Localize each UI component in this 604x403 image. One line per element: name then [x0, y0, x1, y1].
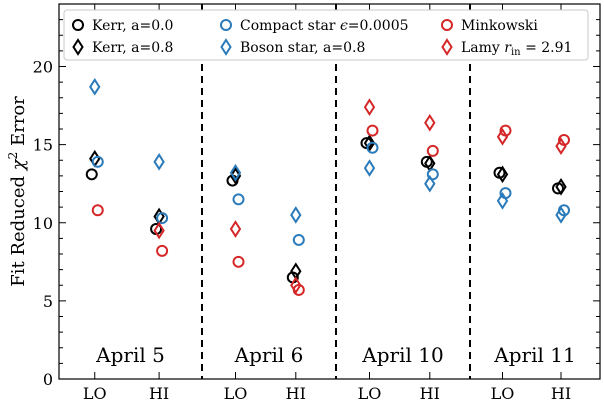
point-compact-star-april-6-hi	[292, 233, 305, 246]
data-points	[85, 77, 570, 296]
legend-label-lamy-prefix: Lamy	[461, 40, 504, 56]
y-tick-label-5: 5	[43, 292, 53, 311]
legend-label-compact-star-prefix: Compact star	[240, 18, 340, 34]
point-lamy-in-april-6-lo	[229, 220, 242, 238]
point-lamy-in-april-10-hi	[424, 113, 436, 132]
x-tick-label-april-6-lo: LO	[224, 384, 248, 403]
point-boson-star-a-0-8-april-10-hi	[424, 174, 436, 193]
point-lamy-in-april-10-lo	[363, 98, 376, 116]
panel-labels: April 5 April 6 April 10 April 11	[95, 343, 576, 367]
x-tick-label-april-11-lo: LO	[491, 384, 515, 403]
point-kerr-a-0-8-april-10-lo	[363, 134, 376, 152]
plot-frame	[58, 3, 601, 380]
point-boson-star-a-0-8-april-11-lo	[496, 192, 509, 210]
point-boson-star-a-0-8-april-5-lo	[89, 77, 101, 96]
point-compact-star-april-10-hi	[426, 168, 439, 181]
point-boson-star-a-0-8-april-11-hi	[555, 206, 567, 224]
y-axis-label: Fit Reduced χ2 Error	[6, 96, 29, 287]
point-kerr-a-0-8-april-11-hi	[555, 177, 567, 196]
legend-label-boson-star: Boson star, a=0.8	[240, 40, 365, 56]
legend-marker-boson-star-a-0-8	[220, 38, 232, 56]
legend: Kerr, a=0.0 Kerr, a=0.8 Compact star ϵ=0…	[63, 9, 589, 61]
y-tick-label-10: 10	[33, 214, 53, 233]
legend-marker-kerr-a-0-0	[72, 19, 84, 31]
point-lamy-in-april-11-hi	[555, 137, 567, 156]
x-tick-label-april-11-hi: HI	[551, 384, 571, 403]
y-axis-label-symbol: χ	[8, 158, 29, 172]
legend-label-kerr-a0: Kerr, a=0.0	[92, 18, 173, 34]
panel-label-april-6: April 6	[234, 343, 304, 367]
panel-dividers	[201, 4, 471, 379]
legend-label-lamy-suffix: = 2.91	[521, 40, 573, 56]
y-tick-label-20: 20	[33, 58, 53, 77]
legend-label-lamy: Lamy rin = 2.91	[461, 40, 572, 58]
x-tick-label-april-5-hi: HI	[149, 384, 169, 403]
legend-marker-kerr-a-0-8	[72, 38, 84, 56]
point-lamy-in-april-5-hi	[153, 221, 165, 240]
y-axis-label-sup: 2	[6, 152, 20, 160]
point-minkowski-april-10-lo	[366, 124, 379, 137]
point-compact-star-april-10-lo	[366, 141, 379, 154]
x-tick-label-april-10-lo: LO	[358, 384, 382, 403]
legend-label-compact-star-symbol: ϵ	[340, 18, 348, 34]
point-boson-star-a-0-8-april-6-hi	[290, 206, 302, 224]
x-tick-label-april-5-lo: LO	[83, 384, 107, 403]
panel-label-april-10: April 10	[361, 343, 443, 367]
point-minkowski-april-10-hi	[426, 144, 439, 157]
legend-marker-compact-star	[220, 19, 232, 31]
point-minkowski-april-5-hi	[156, 244, 169, 257]
point-minkowski-april-5-lo	[91, 204, 104, 217]
y-axis-label-base: Fit Reduced	[8, 170, 29, 287]
point-lamy-in-april-11-lo	[496, 127, 509, 146]
point-boson-star-a-0-8-april-10-lo	[363, 159, 376, 177]
point-kerr-a-0-0-april-5-lo	[85, 168, 98, 181]
x-tick-label-april-6-hi: HI	[286, 384, 306, 403]
panel-label-april-5: April 5	[95, 343, 165, 367]
y-tick-label-0: 0	[43, 370, 53, 389]
point-compact-star-april-5-hi	[156, 212, 169, 225]
legend-label-kerr-a08: Kerr, a=0.8	[92, 40, 173, 56]
x-tick-label-april-10-hi: HI	[420, 384, 440, 403]
y-axis-label-tail: Error	[8, 96, 29, 152]
legend-label-compact-star-suffix: =0.0005	[348, 18, 409, 34]
point-boson-star-a-0-8-april-6-lo	[229, 163, 242, 182]
legend-label-lamy-symbol: r	[504, 40, 512, 56]
y-tick-label-15: 15	[33, 136, 53, 155]
y-axis-ticks: 0 5 10 15 20	[33, 3, 600, 389]
legend-marker-minkowski	[441, 19, 453, 31]
legend-marker-lamy-in	[441, 38, 453, 56]
panel-label-april-11: April 11	[493, 343, 575, 367]
legend-box	[63, 9, 589, 61]
point-kerr-a-0-8-april-11-lo	[496, 165, 509, 184]
point-minkowski-april-6-lo	[232, 255, 245, 268]
point-boson-star-a-0-8-april-5-hi	[153, 152, 165, 171]
point-compact-star-april-5-lo	[91, 155, 104, 168]
point-compact-star-april-6-lo	[232, 193, 245, 206]
legend-label-lamy-sub: in	[511, 47, 521, 58]
legend-label-minkowski: Minkowski	[461, 18, 538, 34]
legend-label-compact-star: Compact star ϵ=0.0005	[240, 18, 409, 34]
point-lamy-in-april-6-hi	[290, 276, 302, 295]
